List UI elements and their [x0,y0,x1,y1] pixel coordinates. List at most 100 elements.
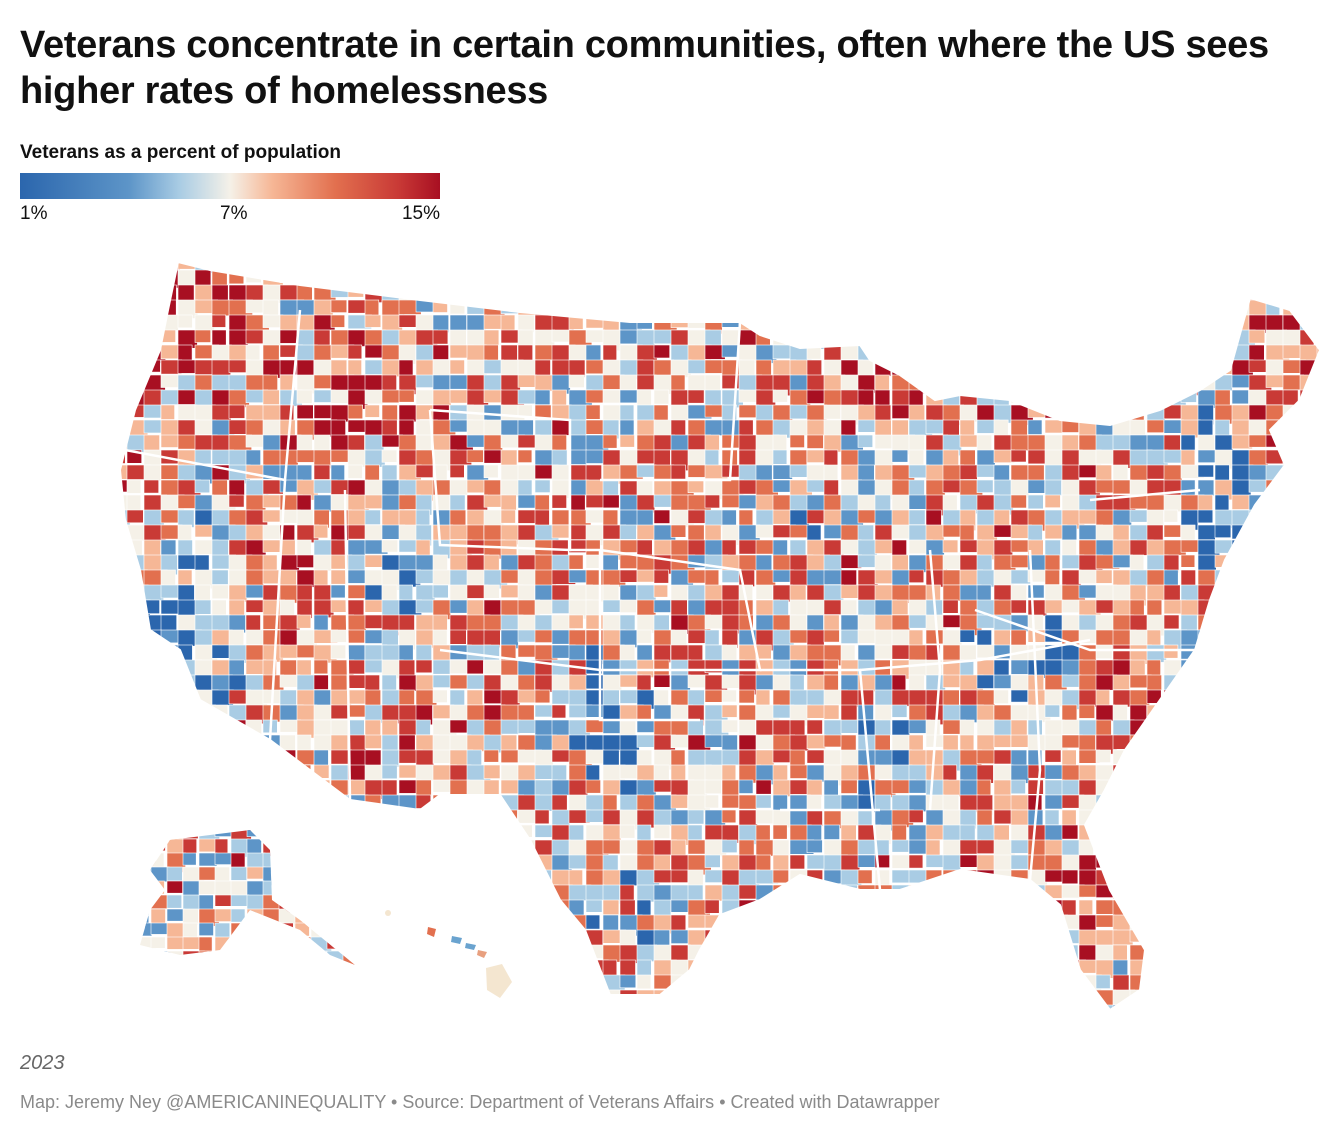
county-cell [687,464,707,478]
county-cell [1044,419,1063,434]
county-cell [1027,899,1046,914]
county-cell [517,479,533,497]
county-cell [398,884,414,898]
county-cell [398,262,417,274]
county-cell [1299,479,1320,497]
county-cell [959,269,983,290]
county-cell [347,974,369,989]
county-cell [1214,644,1230,666]
county-cell [534,314,555,332]
county-cell [1010,944,1031,964]
county-cell [330,914,353,929]
county-cell [166,908,186,922]
county-cell [925,344,942,365]
county-cell [1265,809,1286,827]
county-cell [1146,1004,1163,1010]
county-cell [891,269,916,283]
county-cell [1265,509,1284,527]
county-cell [1129,809,1151,829]
county-cell [1129,989,1152,1010]
county-cell [449,869,473,888]
county-cell [194,734,216,749]
county-cell [534,959,557,981]
county-cell [1163,914,1186,934]
county-cell [1316,464,1320,479]
county-cell [891,284,914,307]
county-cell [449,584,469,603]
county-cell [262,908,280,928]
county-cell [326,908,348,925]
county-cell [483,944,506,961]
county-cell [653,1004,673,1010]
county-cell [823,629,840,643]
county-cell [1146,809,1171,832]
county-cell [1078,989,1098,1007]
county-cell [891,989,912,1007]
county-cell [840,464,861,481]
county-cell [1027,374,1046,396]
county-cell [1129,884,1151,905]
county-cell [721,839,738,853]
county-cell [296,659,312,678]
county-cell [721,854,740,873]
county-cell [772,974,797,990]
county-cell [279,269,305,283]
county-cell [160,779,178,801]
county-cell [1231,884,1249,898]
county-cell [1112,1004,1129,1010]
county-cell [976,269,1001,291]
county-cell [279,794,295,814]
county-cell [772,299,792,313]
county-cell [466,262,484,276]
county-cell [1248,839,1263,857]
county-cell [1282,719,1298,734]
county-cell [230,894,250,907]
county-cell [959,974,980,991]
county-cell [120,869,129,884]
county-cell [687,719,704,737]
county-cell [1197,269,1221,284]
county-cell [1095,644,1113,660]
county-cell [806,959,826,975]
county-cell [1095,389,1118,404]
county-cell [262,794,286,816]
county-cell [551,734,572,751]
county-cell [1248,524,1268,542]
county-cell [1078,329,1099,349]
county-cell [1129,794,1150,814]
county-cell [772,1004,793,1010]
county-cell [942,299,961,316]
county-cell [177,269,196,286]
county-cell [359,923,379,941]
county-cell [823,914,845,935]
legend-ticks: 1% 7% 15% [20,199,440,224]
county-cell [143,539,161,557]
county-cell [1078,314,1095,330]
county-cell [1197,434,1215,453]
county-cell [789,1004,808,1010]
county-cell [925,944,945,966]
county-cell [874,944,894,965]
county-cell [1061,434,1079,452]
county-cell [466,524,485,543]
county-cell [194,974,218,988]
county-cell [789,569,808,587]
county-cell [313,794,337,816]
county-cell [1061,359,1084,377]
county-cell [602,269,622,286]
county-cell [228,629,245,648]
county-cell [1316,944,1320,966]
county-cell [245,629,266,645]
county-cell [150,936,166,949]
county-cell [993,989,1015,1003]
county-cell [1095,569,1113,584]
county-cell [1044,329,1069,344]
county-cell [330,569,348,585]
county-cell [1197,359,1221,374]
county-cell [245,614,261,633]
county-cell [245,764,267,780]
county-cell [755,314,772,332]
county-cell [1282,899,1303,919]
county-cell [1248,959,1271,977]
county-cell [1197,989,1217,1006]
